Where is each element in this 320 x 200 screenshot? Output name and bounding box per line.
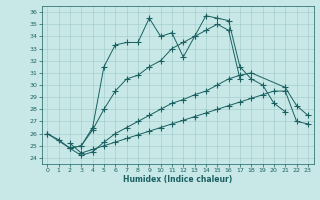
X-axis label: Humidex (Indice chaleur): Humidex (Indice chaleur): [123, 175, 232, 184]
